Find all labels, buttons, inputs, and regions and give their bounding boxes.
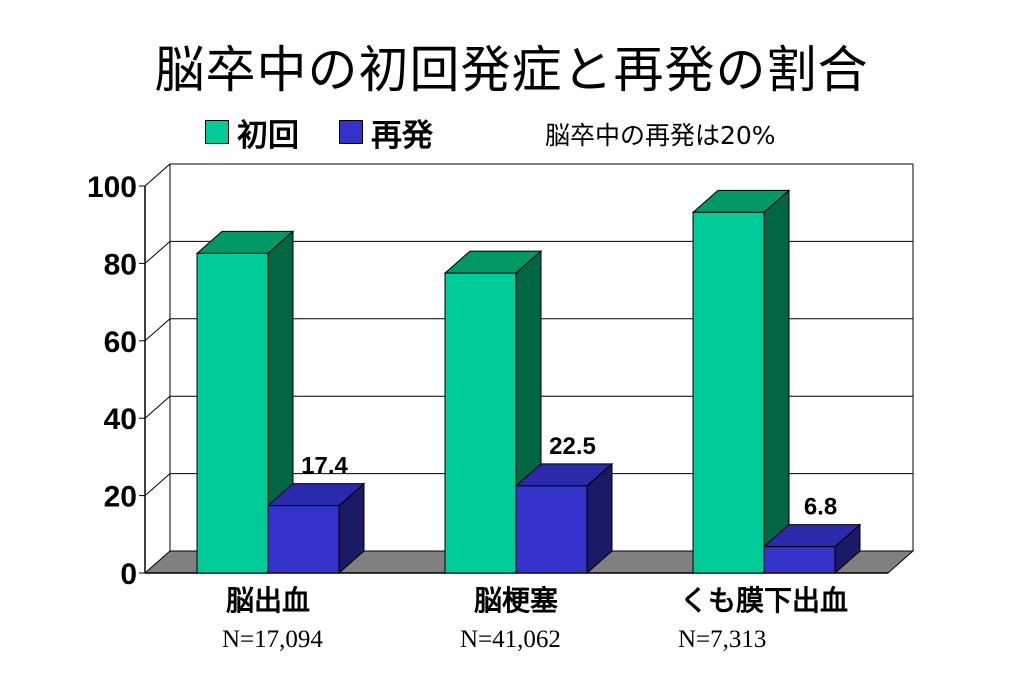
gridline-depth: [144, 473, 171, 496]
data-label: 6.8: [804, 494, 837, 521]
category-label: くも膜下出血: [680, 584, 848, 617]
data-label: 17.4: [301, 453, 348, 480]
y-tick-label: 0: [120, 558, 137, 591]
legend: 初回 再発: [205, 112, 433, 154]
y-tick-label: 20: [104, 481, 137, 514]
y-tick-label: 60: [104, 326, 137, 359]
sample-size-label: N=41,062: [460, 626, 561, 653]
bar-recurrence: [515, 485, 588, 574]
bar-first: [692, 211, 765, 574]
bar-first-side: [763, 189, 790, 575]
gridline-depth: [144, 241, 171, 264]
recurrence-note: 脳卒中の再発は20%: [545, 121, 776, 150]
gridline-depth: [144, 395, 171, 419]
gridline-depth: [144, 318, 171, 342]
bar-recurrence: [267, 505, 340, 574]
gridline-depth: [144, 163, 171, 187]
bar-first: [196, 252, 269, 574]
legend-label-first: 初回: [237, 117, 299, 154]
bar-first: [444, 272, 517, 574]
legend-label-recurrence: 再発: [371, 117, 433, 154]
legend-swatch-first: [205, 120, 229, 144]
legend-swatch-recurrence: [339, 120, 363, 144]
sample-size-label: N=7,313: [678, 626, 767, 653]
category-label: 脳出血: [226, 584, 310, 617]
data-label: 22.5: [549, 433, 596, 460]
y-tick-label: 100: [87, 171, 137, 204]
chart-title: 脳卒中の初回発症と再発の割合: [154, 41, 869, 99]
bar-recurrence: [763, 546, 836, 574]
y-tick-label: 80: [104, 248, 137, 281]
sample-size-label: N=17,094: [222, 626, 323, 653]
y-tick-label: 40: [104, 403, 137, 436]
category-label: 脳梗塞: [474, 584, 558, 617]
